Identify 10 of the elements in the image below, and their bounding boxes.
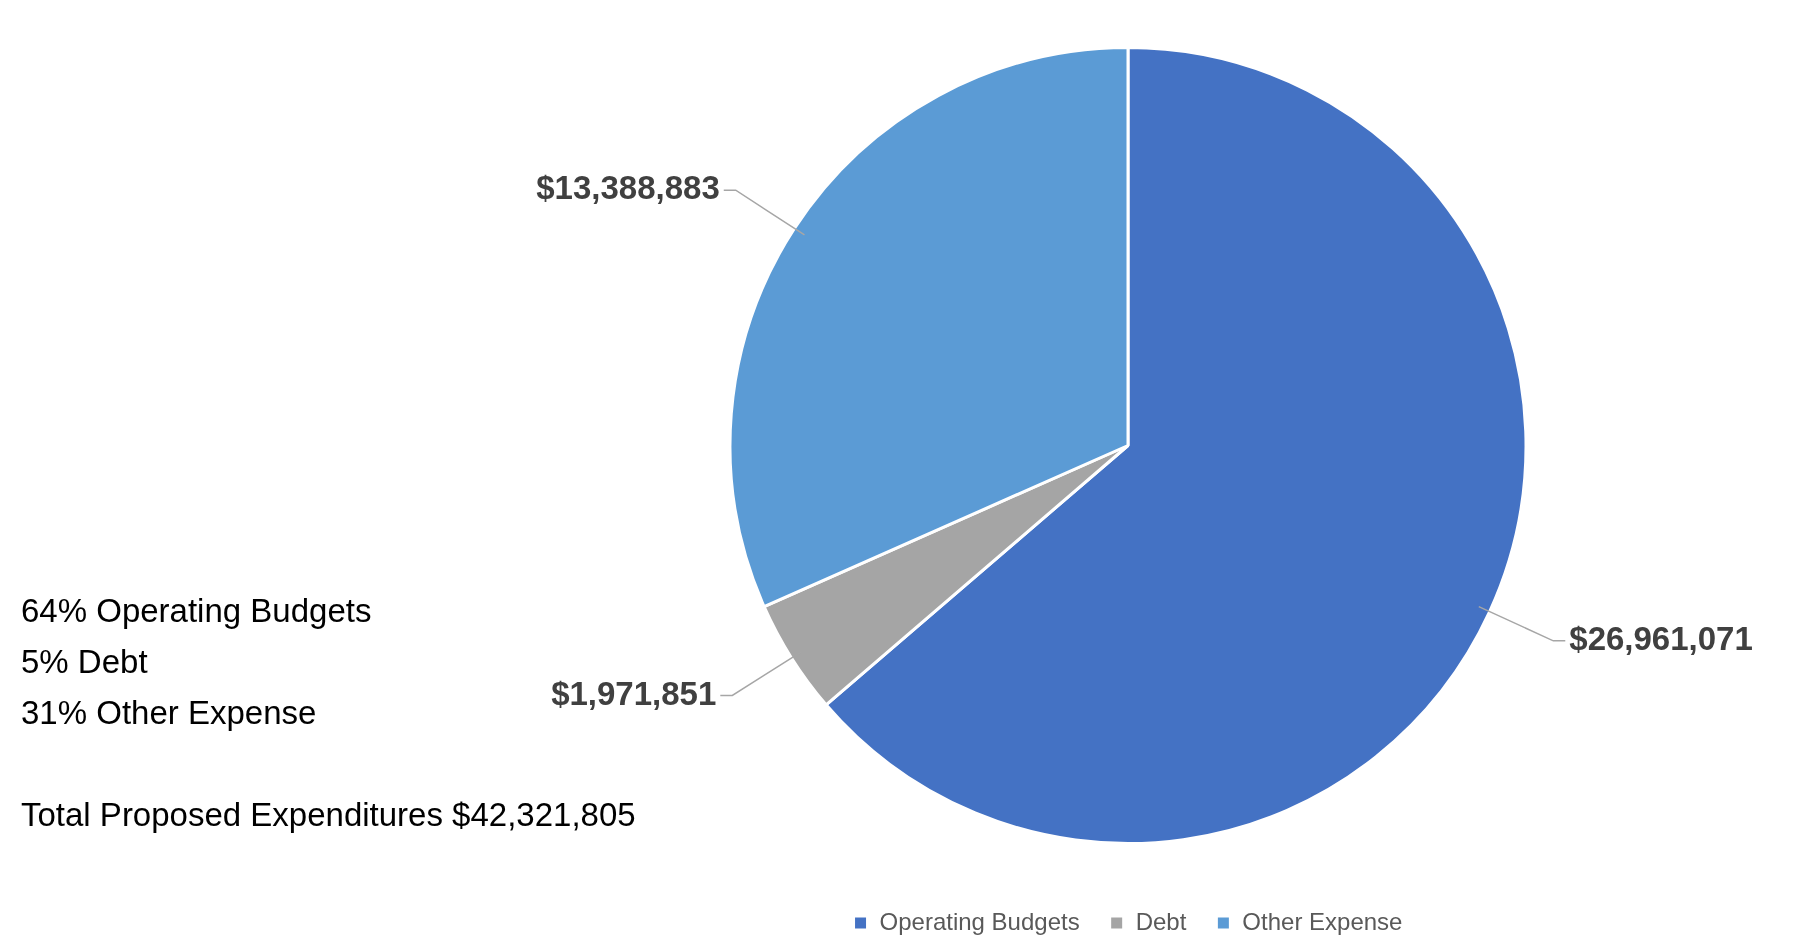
text: 5% Debt	[21, 643, 148, 680]
text: 64% Operating Budgets	[21, 591, 373, 631]
legend-label: Debt	[1135, 907, 1187, 935]
text: Total Proposed Expenditures $42,321,805	[21, 795, 636, 835]
data-label: $13,388,883	[536, 169, 720, 207]
text: 31% Other Expense	[21, 694, 317, 731]
legend-label: Operating Budgets	[879, 907, 1080, 935]
legend-label: Other Expense	[1242, 907, 1403, 935]
data-label: $26,961,071	[1569, 619, 1753, 657]
data-label: $1,971,851	[551, 674, 717, 712]
